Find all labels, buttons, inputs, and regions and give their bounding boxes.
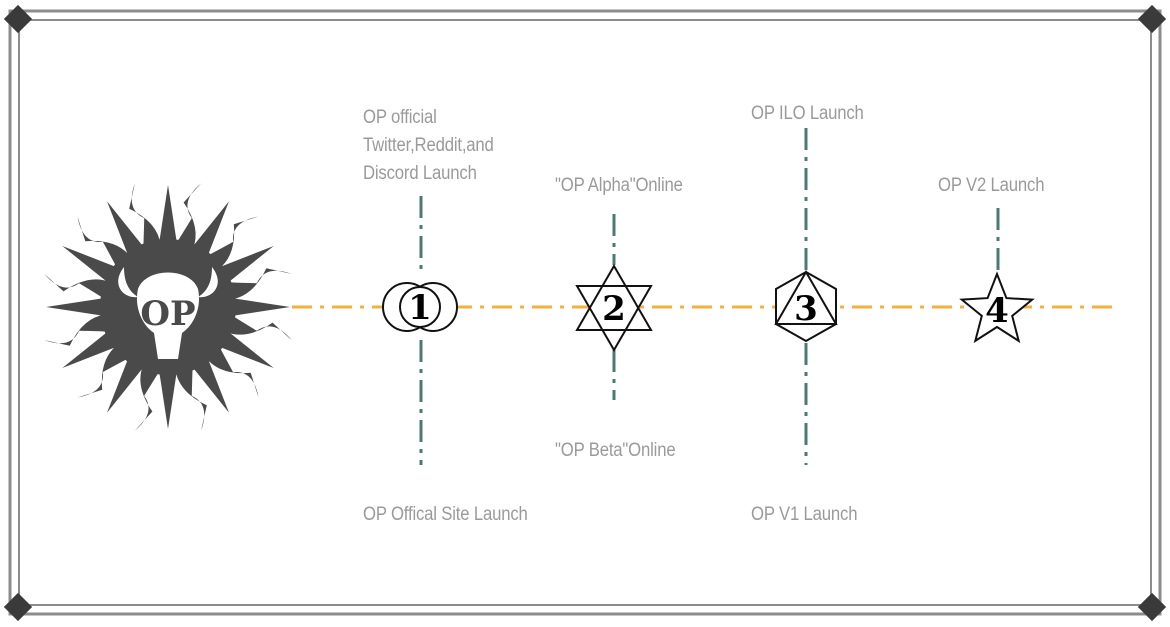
sun-spike bbox=[107, 353, 147, 413]
sun-flame bbox=[77, 344, 131, 398]
sun-spike bbox=[62, 246, 122, 286]
milestone-3-bottom-label: OP V1 Launch bbox=[751, 504, 858, 525]
corner-ornament-top-left bbox=[3, 4, 33, 34]
corner-ornament-bottom-right bbox=[1137, 592, 1167, 622]
sun-spike bbox=[158, 366, 178, 429]
sun-flame bbox=[175, 183, 202, 250]
milestone-1-top-label: OP official Twitter,Reddit,and Discord L… bbox=[363, 107, 494, 184]
sun-flame bbox=[225, 314, 292, 341]
milestone-2-top-label: "OP Alpha"Online bbox=[555, 175, 683, 196]
milestone-4-number: 4 bbox=[985, 291, 1009, 331]
sun-spike bbox=[214, 246, 274, 286]
milestone-1-number: 1 bbox=[408, 288, 432, 328]
corner-ornament-top-right bbox=[1137, 4, 1167, 34]
op-sun-logo: OP bbox=[44, 183, 292, 431]
sun-flame bbox=[129, 183, 161, 250]
milestone-2-number: 2 bbox=[602, 289, 626, 329]
sun-flame bbox=[77, 216, 131, 270]
sun-spike bbox=[189, 353, 229, 413]
sun-flame bbox=[134, 364, 161, 431]
sun-spike bbox=[46, 297, 109, 317]
sun-flame bbox=[175, 364, 207, 431]
sun-spike bbox=[189, 201, 229, 261]
milestone-3-top-label: OP ILO Launch bbox=[751, 103, 864, 124]
skull-icon bbox=[118, 267, 218, 359]
decorative-frame bbox=[3, 4, 1167, 622]
sun-flame bbox=[205, 344, 259, 398]
sun-flame bbox=[225, 268, 292, 300]
sun-flame bbox=[44, 314, 111, 346]
milestone-1-icon: 1 bbox=[382, 282, 458, 332]
milestone-4-icon: 4 bbox=[959, 271, 1035, 344]
milestone-1-bottom-label: OP Offical Site Launch bbox=[363, 504, 528, 525]
milestone-2-icon: 2 bbox=[575, 264, 653, 352]
corner-ornament-bottom-left bbox=[3, 592, 33, 622]
sun-spike bbox=[107, 201, 147, 261]
milestone-3-icon: 3 bbox=[774, 269, 838, 343]
sun-spike bbox=[227, 297, 290, 317]
sun-flame bbox=[44, 273, 111, 300]
sun-spike bbox=[158, 185, 178, 248]
milestone-4-top-label: OP V2 Launch bbox=[938, 175, 1045, 196]
milestone-3-number: 3 bbox=[794, 289, 818, 329]
milestone-stems bbox=[419, 128, 1000, 465]
sun-spike bbox=[62, 328, 122, 368]
sun-spike bbox=[214, 328, 274, 368]
sun-flame bbox=[205, 216, 259, 270]
logo-text: OP bbox=[140, 294, 195, 334]
milestone-2-bottom-label: "OP Beta"Online bbox=[555, 440, 676, 461]
